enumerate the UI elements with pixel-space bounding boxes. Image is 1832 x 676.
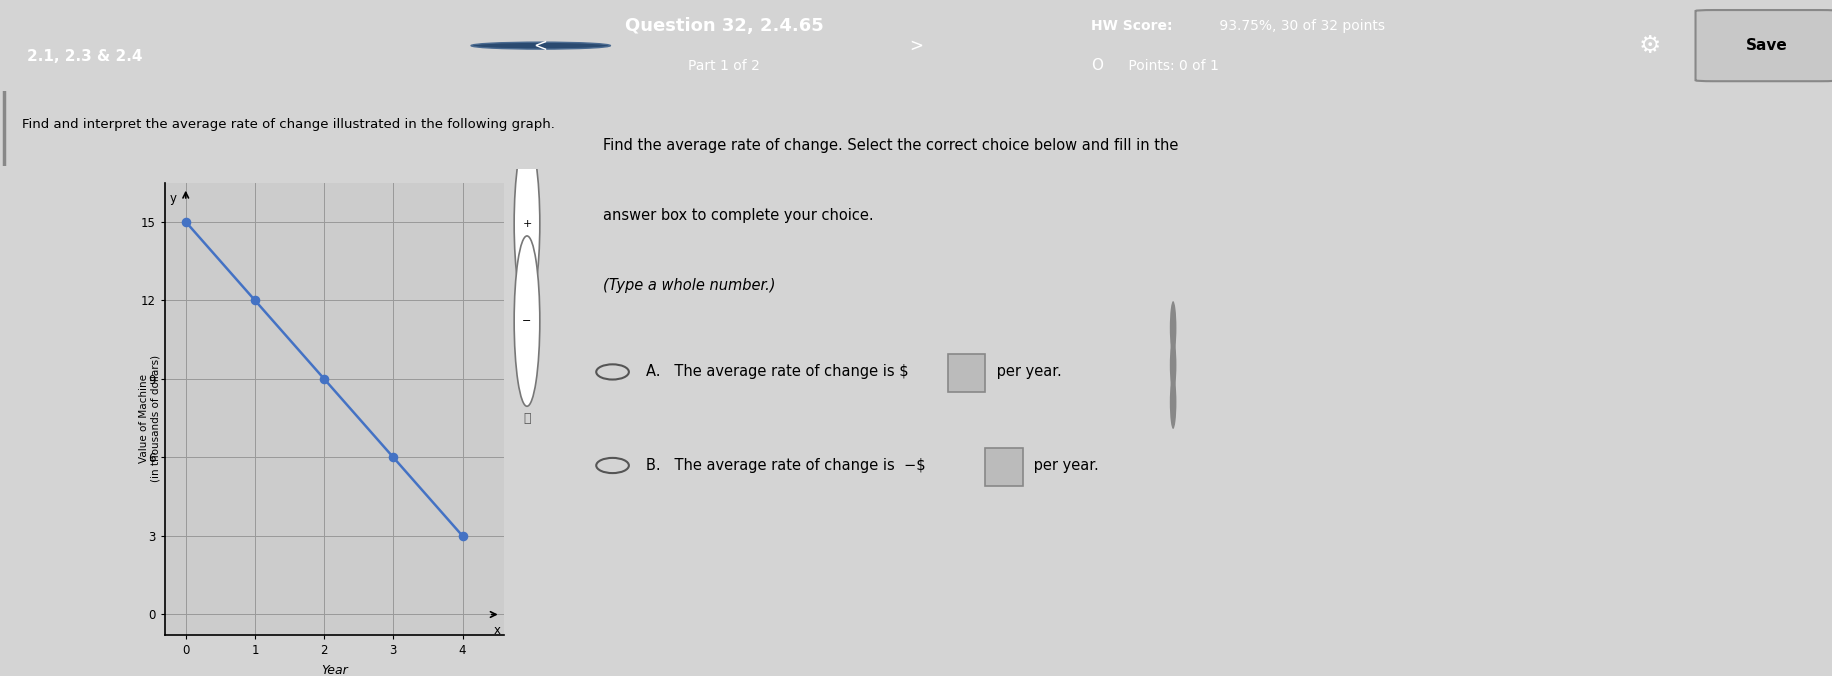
FancyBboxPatch shape [986,448,1022,486]
Text: +: + [522,219,531,228]
X-axis label: Year: Year [321,665,348,676]
Text: Save: Save [1746,38,1786,53]
Circle shape [471,42,610,49]
Circle shape [513,139,540,309]
Text: 2.1, 2.3 & 2.4: 2.1, 2.3 & 2.4 [27,49,143,64]
Text: >: > [909,37,923,55]
FancyBboxPatch shape [1695,10,1832,81]
Text: −: − [522,316,531,326]
Text: ⬜: ⬜ [522,412,531,425]
Circle shape [1169,338,1176,392]
Text: answer box to complete your choice.: answer box to complete your choice. [603,208,872,223]
Point [240,295,269,306]
Point [447,531,476,541]
Point [170,216,200,227]
Text: Part 1 of 2: Part 1 of 2 [687,59,760,73]
Text: O: O [1090,58,1103,73]
Text: Find the average rate of change. Select the correct choice below and fill in the: Find the average rate of change. Select … [603,138,1178,153]
Circle shape [1169,375,1176,429]
Text: Points: 0 of 1: Points: 0 of 1 [1123,59,1218,73]
Text: Question 32, 2.4.65: Question 32, 2.4.65 [625,16,823,34]
Text: HW Score:: HW Score: [1090,18,1171,32]
Text: per year.: per year. [991,364,1061,379]
Text: (Type a whole number.): (Type a whole number.) [603,279,775,293]
Circle shape [513,236,540,406]
Point [379,452,409,463]
Text: y: y [170,192,176,205]
Text: B.   The average rate of change is  −$: B. The average rate of change is −$ [647,458,925,473]
Text: ⚙: ⚙ [1638,34,1660,57]
Text: x: x [493,624,500,637]
Text: <: < [533,37,548,55]
Text: 93.75%, 30 of 32 points: 93.75%, 30 of 32 points [1215,18,1385,32]
Text: per year.: per year. [1030,458,1099,473]
Text: A.   The average rate of change is $: A. The average rate of change is $ [647,364,909,379]
FancyBboxPatch shape [947,354,986,392]
Point [310,373,339,384]
Text: Find and interpret the average rate of change illustrated in the following graph: Find and interpret the average rate of c… [22,118,555,131]
Circle shape [1169,301,1176,355]
Text: Value of Machine
(in thousands of dollars): Value of Machine (in thousands of dollar… [139,355,161,482]
